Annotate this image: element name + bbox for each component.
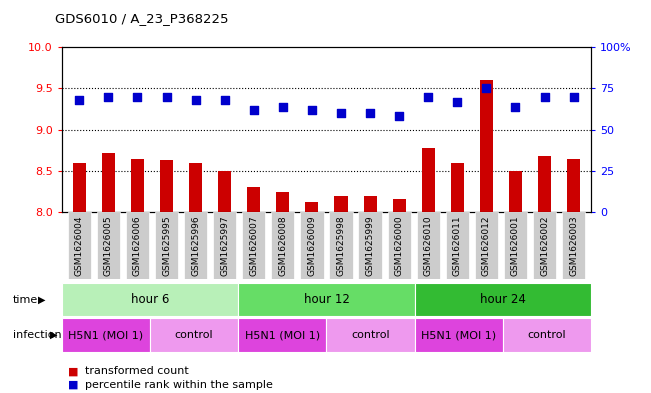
Text: GSM1626011: GSM1626011 <box>453 215 462 276</box>
Text: GSM1625996: GSM1625996 <box>191 215 200 276</box>
Point <box>452 99 463 105</box>
Bar <box>503 318 591 352</box>
Text: ▶: ▶ <box>50 330 58 340</box>
Bar <box>562 212 585 279</box>
Bar <box>97 212 120 279</box>
Text: GSM1626000: GSM1626000 <box>395 215 404 276</box>
Bar <box>538 156 551 212</box>
Text: ■: ■ <box>68 380 79 390</box>
Bar <box>131 158 144 212</box>
Bar <box>62 283 238 316</box>
Bar <box>533 212 556 279</box>
Text: percentile rank within the sample: percentile rank within the sample <box>85 380 273 390</box>
Point <box>568 94 579 100</box>
Text: control: control <box>528 330 566 340</box>
Bar <box>62 318 150 352</box>
Text: control: control <box>352 330 390 340</box>
Point <box>336 110 346 116</box>
Bar <box>68 212 91 279</box>
Text: GSM1626010: GSM1626010 <box>424 215 433 276</box>
Text: GDS6010 / A_23_P368225: GDS6010 / A_23_P368225 <box>55 12 229 25</box>
Bar <box>504 212 527 279</box>
Text: H5N1 (MOI 1): H5N1 (MOI 1) <box>245 330 320 340</box>
Text: GSM1625999: GSM1625999 <box>366 215 374 276</box>
Point <box>219 97 230 103</box>
Text: GSM1626003: GSM1626003 <box>569 215 578 276</box>
Text: control: control <box>175 330 214 340</box>
Text: hour 24: hour 24 <box>480 293 526 306</box>
Text: GSM1626005: GSM1626005 <box>104 215 113 276</box>
Bar <box>329 212 353 279</box>
Point <box>190 97 201 103</box>
Text: H5N1 (MOI 1): H5N1 (MOI 1) <box>421 330 496 340</box>
Bar <box>73 163 86 212</box>
Bar <box>213 212 236 279</box>
Point <box>423 94 434 100</box>
Text: GSM1626008: GSM1626008 <box>279 215 287 276</box>
Text: transformed count: transformed count <box>85 366 188 376</box>
Text: GSM1626002: GSM1626002 <box>540 215 549 276</box>
Point <box>132 94 143 100</box>
Bar <box>300 212 324 279</box>
Point <box>394 113 404 119</box>
Text: hour 12: hour 12 <box>303 293 350 306</box>
Point <box>249 107 259 113</box>
Point <box>510 103 521 110</box>
Bar <box>184 212 207 279</box>
Bar <box>415 283 591 316</box>
Bar <box>189 163 202 212</box>
Point <box>74 97 85 103</box>
Bar <box>393 199 406 212</box>
Bar <box>567 160 580 212</box>
Text: GSM1625997: GSM1625997 <box>220 215 229 276</box>
Bar <box>155 212 178 279</box>
Text: GSM1626004: GSM1626004 <box>75 215 84 276</box>
Text: ■: ■ <box>68 366 79 376</box>
Text: ▶: ▶ <box>38 295 46 305</box>
Text: GSM1625998: GSM1625998 <box>337 215 346 276</box>
Bar <box>480 80 493 212</box>
Bar <box>242 212 266 279</box>
Point <box>540 94 550 100</box>
Point <box>365 110 376 116</box>
Bar <box>218 171 231 212</box>
Bar <box>247 187 260 212</box>
Bar <box>271 212 294 279</box>
Bar <box>450 163 464 212</box>
Text: GSM1626007: GSM1626007 <box>249 215 258 276</box>
Text: GSM1625995: GSM1625995 <box>162 215 171 276</box>
Bar <box>509 171 522 212</box>
Bar <box>363 196 377 212</box>
Text: GSM1626012: GSM1626012 <box>482 215 491 276</box>
Point <box>103 94 113 100</box>
Point <box>307 107 317 113</box>
Bar <box>150 318 238 352</box>
Text: GSM1626009: GSM1626009 <box>307 215 316 276</box>
Point <box>161 94 172 100</box>
Point <box>277 103 288 110</box>
Bar <box>422 148 435 212</box>
Bar <box>276 192 290 212</box>
Bar <box>305 202 318 212</box>
Bar <box>335 196 348 212</box>
Text: time: time <box>13 295 38 305</box>
Bar <box>160 160 173 212</box>
Point <box>481 85 492 92</box>
Bar <box>417 212 440 279</box>
Bar <box>387 212 411 279</box>
Bar <box>238 318 326 352</box>
Bar <box>415 318 503 352</box>
Bar <box>102 153 115 212</box>
Bar <box>475 212 498 279</box>
Bar <box>326 318 415 352</box>
Bar <box>359 212 381 279</box>
Bar <box>238 283 415 316</box>
Text: GSM1626001: GSM1626001 <box>511 215 520 276</box>
Bar <box>446 212 469 279</box>
Text: hour 6: hour 6 <box>131 293 169 306</box>
Text: GSM1626006: GSM1626006 <box>133 215 142 276</box>
Bar <box>126 212 149 279</box>
Text: infection: infection <box>13 330 62 340</box>
Text: H5N1 (MOI 1): H5N1 (MOI 1) <box>68 330 143 340</box>
